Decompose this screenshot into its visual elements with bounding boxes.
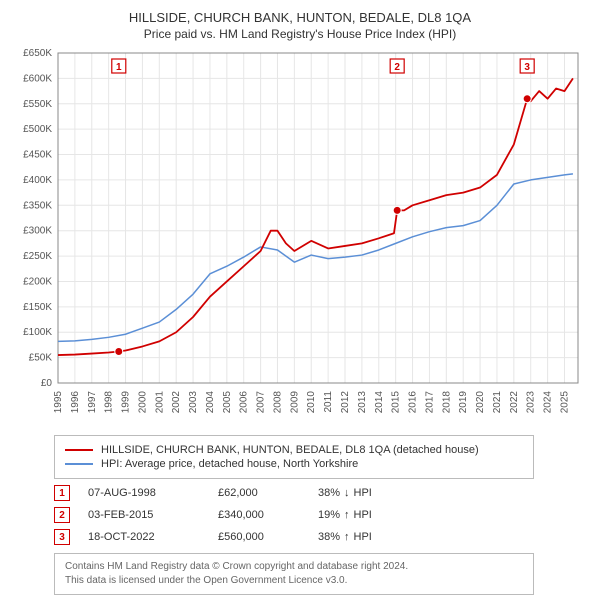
- event-delta-suffix: HPI: [354, 531, 372, 543]
- svg-text:£250K: £250K: [23, 251, 52, 262]
- chart-subtitle: Price paid vs. HM Land Registry's House …: [12, 27, 588, 41]
- svg-text:1996: 1996: [70, 391, 81, 414]
- events-list: 107-AUG-1998£62,00038%↓HPI203-FEB-2015£3…: [54, 485, 534, 545]
- legend-label: HILLSIDE, CHURCH BANK, HUNTON, BEDALE, D…: [101, 444, 479, 456]
- chart-plot: £0 £50K £100K £150K £200K £250K £300K £350K £400…: [12, 47, 588, 427]
- svg-text:2012: 2012: [340, 391, 351, 414]
- footer-line-2: This data is licensed under the Open Gov…: [65, 574, 523, 588]
- svg-text:2010: 2010: [306, 391, 317, 414]
- svg-text:2024: 2024: [543, 391, 554, 414]
- svg-text:1999: 1999: [121, 391, 132, 414]
- svg-text:£450K: £450K: [23, 150, 52, 161]
- svg-text:£350K: £350K: [23, 200, 52, 211]
- event-row: 2 03-FEB-2015£340,00019% ↑ HPI: [54, 507, 534, 523]
- svg-text:2002: 2002: [171, 391, 182, 414]
- event-delta: 38% ↑ HPI: [318, 531, 372, 543]
- svg-text:2009: 2009: [289, 391, 300, 414]
- event-delta-pct: 38%: [318, 487, 340, 499]
- svg-text:2006: 2006: [239, 391, 250, 414]
- svg-text:1: 1: [116, 62, 122, 73]
- svg-text:2007: 2007: [256, 391, 267, 414]
- svg-text:2018: 2018: [441, 391, 452, 414]
- event-price: £62,000: [218, 487, 318, 499]
- arrow-up-icon: ↑: [344, 531, 350, 543]
- svg-text:2011: 2011: [323, 391, 334, 413]
- chart-title: HILLSIDE, CHURCH BANK, HUNTON, BEDALE, D…: [12, 10, 588, 25]
- svg-text:2023: 2023: [526, 391, 537, 414]
- svg-text:£550K: £550K: [23, 99, 52, 110]
- event-delta: 38% ↓ HPI: [318, 487, 372, 499]
- event-delta-pct: 19%: [318, 509, 340, 521]
- legend-swatch: [65, 463, 93, 465]
- svg-text:2025: 2025: [559, 391, 570, 414]
- svg-text:1998: 1998: [104, 391, 115, 414]
- svg-text:£650K: £650K: [23, 48, 52, 59]
- svg-text:£100K: £100K: [23, 327, 52, 338]
- arrow-down-icon: ↓: [344, 487, 350, 499]
- arrow-up-icon: ↑: [344, 509, 350, 521]
- event-marker-box: 2: [54, 507, 70, 523]
- svg-text:2005: 2005: [222, 391, 233, 414]
- svg-text:2019: 2019: [458, 391, 469, 414]
- svg-text:2003: 2003: [188, 391, 199, 414]
- event-marker-box: 1: [54, 485, 70, 501]
- event-marker-box: 3: [54, 529, 70, 545]
- svg-text:1995: 1995: [53, 391, 64, 414]
- svg-text:£200K: £200K: [23, 276, 52, 287]
- svg-text:2001: 2001: [154, 391, 165, 414]
- event-delta: 19% ↑ HPI: [318, 509, 372, 521]
- event-price: £560,000: [218, 531, 318, 543]
- svg-text:2016: 2016: [408, 391, 419, 414]
- svg-text:3: 3: [524, 62, 530, 73]
- svg-text:2022: 2022: [509, 391, 520, 414]
- svg-text:2017: 2017: [424, 391, 435, 414]
- svg-text:1997: 1997: [87, 391, 98, 414]
- event-delta-pct: 38%: [318, 531, 340, 543]
- event-date: 03-FEB-2015: [88, 509, 218, 521]
- legend-item: HILLSIDE, CHURCH BANK, HUNTON, BEDALE, D…: [65, 444, 523, 456]
- svg-text:£400K: £400K: [23, 175, 52, 186]
- chart-svg: £0 £50K £100K £150K £200K £250K £300K £350K £400…: [12, 47, 588, 427]
- svg-text:2015: 2015: [391, 391, 402, 414]
- footer-attribution: Contains HM Land Registry data © Crown c…: [54, 553, 534, 595]
- footer-line-1: Contains HM Land Registry data © Crown c…: [65, 560, 523, 574]
- svg-text:2004: 2004: [205, 391, 216, 414]
- svg-text:2: 2: [394, 62, 400, 73]
- svg-text:£50K: £50K: [29, 353, 53, 364]
- event-delta-suffix: HPI: [354, 509, 372, 521]
- svg-text:£500K: £500K: [23, 124, 52, 135]
- svg-text:£300K: £300K: [23, 226, 52, 237]
- legend-label: HPI: Average price, detached house, Nort…: [101, 458, 358, 470]
- svg-text:2021: 2021: [492, 391, 503, 414]
- svg-text:£150K: £150K: [23, 302, 52, 313]
- svg-text:2008: 2008: [272, 391, 283, 414]
- svg-text:£0: £0: [41, 378, 53, 389]
- svg-text:2014: 2014: [374, 391, 385, 414]
- event-date: 18-OCT-2022: [88, 531, 218, 543]
- svg-text:£600K: £600K: [23, 73, 52, 84]
- svg-text:2013: 2013: [357, 391, 368, 414]
- event-row: 3 18-OCT-2022£560,00038% ↑ HPI: [54, 529, 534, 545]
- legend-swatch: [65, 449, 93, 451]
- svg-text:2000: 2000: [137, 391, 148, 414]
- event-row: 1 07-AUG-1998£62,00038% ↓ HPI: [54, 485, 534, 501]
- chart-container: HILLSIDE, CHURCH BANK, HUNTON, BEDALE, D…: [0, 0, 600, 605]
- svg-text:2020: 2020: [475, 391, 486, 414]
- event-delta-suffix: HPI: [354, 487, 372, 499]
- legend: HILLSIDE, CHURCH BANK, HUNTON, BEDALE, D…: [54, 435, 534, 479]
- event-date: 07-AUG-1998: [88, 487, 218, 499]
- legend-item: HPI: Average price, detached house, Nort…: [65, 458, 523, 470]
- event-price: £340,000: [218, 509, 318, 521]
